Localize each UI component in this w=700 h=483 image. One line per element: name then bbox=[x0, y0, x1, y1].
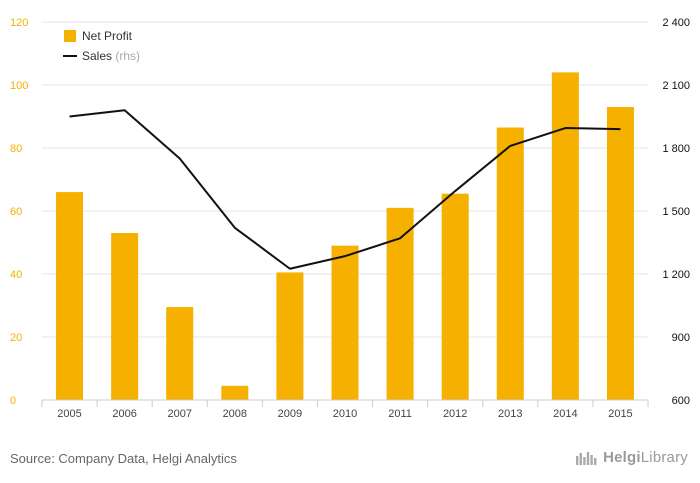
x-tick-label: 2015 bbox=[608, 408, 632, 420]
combo-chart: 0 20 40 60 80 100 120 600 900 1 200 1 500 1 800 2 10… bbox=[10, 17, 690, 420]
bar bbox=[441, 193, 469, 400]
y-left-tick-label: 40 bbox=[10, 269, 22, 281]
legend-label-sales-suffix: (rhs) bbox=[115, 49, 140, 63]
x-tick-label: 2011 bbox=[388, 408, 412, 420]
legend-swatch-net-profit bbox=[64, 30, 76, 42]
y-left-tick-label: 100 bbox=[10, 80, 28, 92]
x-tick-label: 2008 bbox=[223, 408, 247, 420]
y-right-tick-label: 2 100 bbox=[662, 80, 690, 92]
legend-label-net-profit: Net Profit bbox=[82, 29, 133, 43]
bar bbox=[551, 72, 579, 401]
bar bbox=[496, 127, 524, 401]
x-tick-label: 2010 bbox=[333, 408, 357, 420]
x-tick-label: 2009 bbox=[278, 408, 302, 420]
y-right-tick-label: 600 bbox=[672, 395, 690, 407]
bar bbox=[386, 207, 414, 400]
x-tick-label: 2006 bbox=[112, 408, 136, 420]
x-tick-label: 2014 bbox=[553, 408, 577, 420]
bar bbox=[56, 192, 84, 400]
x-tick-label: 2005 bbox=[57, 408, 81, 420]
y-right-tick-label: 1 800 bbox=[662, 143, 690, 155]
y-left-tick-label: 120 bbox=[10, 17, 28, 29]
bar bbox=[111, 233, 139, 400]
x-tick-label: 2012 bbox=[443, 408, 467, 420]
y-left-tick-label: 80 bbox=[10, 143, 22, 155]
logo-text-library: Library bbox=[640, 449, 688, 466]
y-left-tick-label: 20 bbox=[10, 332, 22, 344]
bar bbox=[606, 107, 634, 401]
legend-label-sales: Sales (rhs) bbox=[82, 49, 140, 63]
y-right-tick-label: 1 500 bbox=[662, 206, 690, 218]
bar bbox=[166, 307, 194, 400]
source-note: Source: Company Data, Helgi Analytics bbox=[10, 451, 237, 466]
sales-line bbox=[69, 109, 621, 270]
legend: Net Profit Sales (rhs) bbox=[63, 29, 140, 63]
bar bbox=[331, 245, 359, 400]
y-left-tick-label: 0 bbox=[10, 395, 16, 407]
y-left-tick-label: 60 bbox=[10, 206, 22, 218]
y-right-tick-label: 2 400 bbox=[662, 17, 690, 29]
y-right-tick-label: 1 200 bbox=[662, 269, 690, 281]
x-tick-label: 2007 bbox=[167, 408, 191, 420]
helgilibrary-logo[interactable]: HelgiLibrary bbox=[575, 449, 688, 466]
x-tick-label: 2013 bbox=[498, 408, 522, 420]
bar bbox=[276, 272, 304, 400]
bar bbox=[221, 385, 249, 400]
library-icon bbox=[576, 451, 597, 465]
y-right-tick-label: 900 bbox=[672, 332, 690, 344]
logo-text-helgi: Helgi bbox=[603, 449, 641, 466]
